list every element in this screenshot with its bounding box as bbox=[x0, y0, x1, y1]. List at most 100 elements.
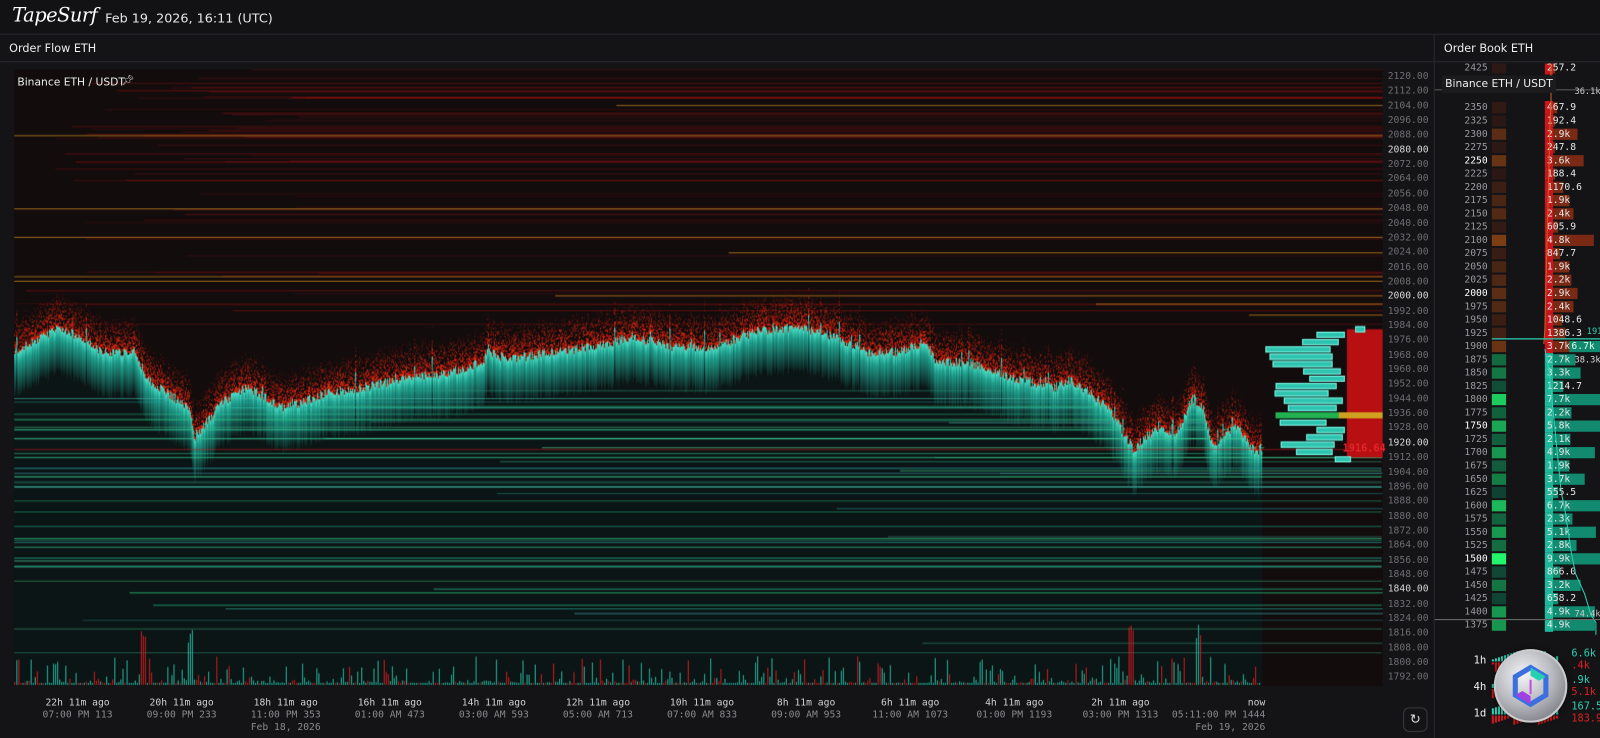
row-size-bar bbox=[1544, 367, 1581, 379]
order-book-row[interactable]: 1875 2.7k bbox=[1435, 353, 1600, 367]
order-book-row[interactable]: 2150 2.4k bbox=[1435, 207, 1600, 221]
stat-period-label: 4h bbox=[1473, 680, 1487, 694]
order-book-row[interactable]: 2075 847.7 bbox=[1435, 247, 1600, 261]
order-book-row[interactable]: 2200 1170.6 bbox=[1435, 180, 1600, 194]
stat-sell-bar bbox=[1556, 715, 1559, 719]
row-side-strip bbox=[1544, 247, 1554, 261]
order-book-row[interactable]: 2125 605.9 bbox=[1435, 220, 1600, 234]
row-side-strip bbox=[1544, 565, 1554, 579]
row-price: 1475 bbox=[1464, 566, 1488, 578]
row-size: 3.7k bbox=[1546, 340, 1571, 353]
row-size: 866.0 bbox=[1546, 566, 1577, 578]
coin-logo-icon bbox=[1493, 649, 1568, 723]
order-book-row[interactable]: 1575 2.3k bbox=[1435, 512, 1600, 526]
order-book-row[interactable]: 1550 5.1k bbox=[1435, 525, 1600, 539]
row-heat-cell bbox=[1491, 248, 1507, 260]
price-tick-label: 1872.00 bbox=[1387, 525, 1429, 537]
stat-sell-bar bbox=[1553, 715, 1556, 720]
order-book-row[interactable]: 1800 7.7k bbox=[1435, 392, 1600, 407]
order-book-row[interactable]: 1375 4.9k bbox=[1435, 618, 1600, 632]
row-side-strip bbox=[1544, 127, 1554, 141]
price-tick-label: 2072.00 bbox=[1387, 158, 1429, 171]
row-size: 4.8k bbox=[1546, 234, 1571, 246]
order-book-row[interactable]: 1450 3.2k bbox=[1435, 578, 1600, 593]
time-ago-label: 10h 11m ago bbox=[669, 697, 735, 709]
row-price: 2275 bbox=[1464, 141, 1488, 154]
order-book-row[interactable]: 1750 5.8k bbox=[1435, 419, 1600, 433]
time-ago-label: 20h 11m ago bbox=[149, 697, 214, 709]
order-book-row[interactable]: 1475 866.0 bbox=[1435, 565, 1600, 579]
row-size: 2.4k bbox=[1546, 301, 1571, 313]
row-heat-cell bbox=[1491, 141, 1507, 154]
cumulative-mid-value: 38.3k bbox=[1574, 355, 1600, 366]
pin-icon[interactable]: 📌︎ bbox=[121, 75, 135, 87]
order-book-row[interactable]: 2000 2.9k bbox=[1435, 286, 1600, 301]
order-book-row[interactable]: 1775 2.2k bbox=[1435, 406, 1600, 420]
row-price: 1900 bbox=[1464, 340, 1488, 353]
order-book-row[interactable]: 2050 1.9k bbox=[1435, 260, 1600, 274]
price-tick-label: 2032.00 bbox=[1387, 232, 1429, 244]
row-side-strip bbox=[1544, 406, 1554, 420]
row-size: 5.1k bbox=[1546, 526, 1571, 538]
order-book-row[interactable]: 2100 4.8k bbox=[1435, 233, 1600, 248]
order-book-row[interactable]: 1600 6.7k bbox=[1435, 499, 1600, 513]
row-price: 2175 bbox=[1464, 194, 1488, 207]
row-size: 3.3k bbox=[1546, 367, 1571, 379]
order-book-row[interactable]: 2175 1.9k bbox=[1435, 193, 1600, 208]
order-book-row[interactable]: 1925 1386.3 bbox=[1435, 326, 1600, 340]
time-clock-label: 09:00 PM 233 bbox=[146, 709, 217, 721]
price-tick-label: 1896.00 bbox=[1387, 481, 1429, 493]
cumulative-top-value: 36.1k bbox=[1574, 86, 1600, 97]
order-book-row[interactable]: 1825 1214.7 bbox=[1435, 379, 1600, 393]
order-book-row[interactable]: 2425 257.2 bbox=[1435, 63, 1600, 75]
row-size: 2.7k bbox=[1546, 354, 1571, 366]
price-tick-label: 1808.00 bbox=[1387, 642, 1429, 654]
order-book-row[interactable]: 1400 4.9k bbox=[1435, 605, 1600, 619]
row-side-strip bbox=[1544, 339, 1554, 354]
row-heat-cell bbox=[1491, 168, 1507, 180]
order-book-row[interactable]: 2300 2.9k bbox=[1435, 127, 1600, 141]
price-tick-label: 1856.00 bbox=[1387, 554, 1429, 566]
order-book-row[interactable]: 1725 2.1k bbox=[1435, 432, 1600, 447]
row-side-strip bbox=[1544, 552, 1554, 566]
refresh-icon[interactable]: ↻ bbox=[1403, 707, 1428, 732]
stat-sell-bar bbox=[1491, 715, 1494, 724]
order-book-row[interactable]: 1650 3.7k bbox=[1435, 472, 1600, 486]
row-price: 1950 bbox=[1464, 314, 1488, 326]
order-book-depth-lines bbox=[1434, 63, 1600, 635]
order-book-row[interactable]: 1900 3.7k 6.7k bbox=[1435, 339, 1600, 354]
order-book-row[interactable]: 1975 2.4k bbox=[1435, 300, 1600, 314]
row-heat-cell bbox=[1491, 393, 1507, 406]
stat-buy-value: 6.6k bbox=[1571, 648, 1597, 660]
price-tick-label: 1928.00 bbox=[1387, 422, 1429, 434]
row-price: 2425 bbox=[1464, 63, 1488, 74]
app-logo[interactable]: TapeSurf bbox=[12, 4, 98, 27]
order-book-row[interactable]: 1525 2.8k bbox=[1435, 538, 1600, 553]
row-price: 2350 bbox=[1464, 102, 1488, 114]
order-book-row[interactable]: 1425 658.2 bbox=[1435, 592, 1600, 606]
stat-buy-bar bbox=[1491, 659, 1494, 662]
row-size: 188.4 bbox=[1546, 168, 1577, 180]
order-book-row[interactable]: 2025 2.2k bbox=[1435, 273, 1600, 287]
price-tick-label: 2096.00 bbox=[1387, 114, 1429, 127]
row-size: 3.2k bbox=[1546, 579, 1571, 591]
row-size: 6.7k bbox=[1546, 500, 1571, 512]
row-side-strip bbox=[1544, 392, 1554, 407]
row-price: 1975 bbox=[1464, 301, 1488, 313]
time-clock-label: 11:00 AM 1073 bbox=[872, 709, 949, 721]
stat-buy-bar bbox=[1494, 658, 1497, 662]
stat-sell-bar bbox=[1504, 715, 1507, 720]
stat-buy-value: 167.5 bbox=[1571, 701, 1600, 713]
panel-divider[interactable] bbox=[1433, 34, 1435, 738]
price-tick-label: 2112.00 bbox=[1387, 85, 1429, 97]
row-heat-cell bbox=[1491, 128, 1507, 140]
order-book-row[interactable]: 1700 4.9k bbox=[1435, 446, 1600, 460]
row-heat-cell bbox=[1491, 447, 1507, 459]
time-clock-label: 01:00 PM 1193 bbox=[976, 709, 1053, 721]
row-heat-cell bbox=[1491, 566, 1507, 578]
row-price: 1850 bbox=[1464, 367, 1488, 379]
order-flow-heatmap[interactable] bbox=[14, 69, 1383, 686]
price-tick-label: 1816.00 bbox=[1387, 627, 1429, 639]
order-book-panel-title: Order Book ETH bbox=[1434, 35, 1600, 63]
order-book-row[interactable]: 1950 1048.6 bbox=[1435, 313, 1600, 327]
